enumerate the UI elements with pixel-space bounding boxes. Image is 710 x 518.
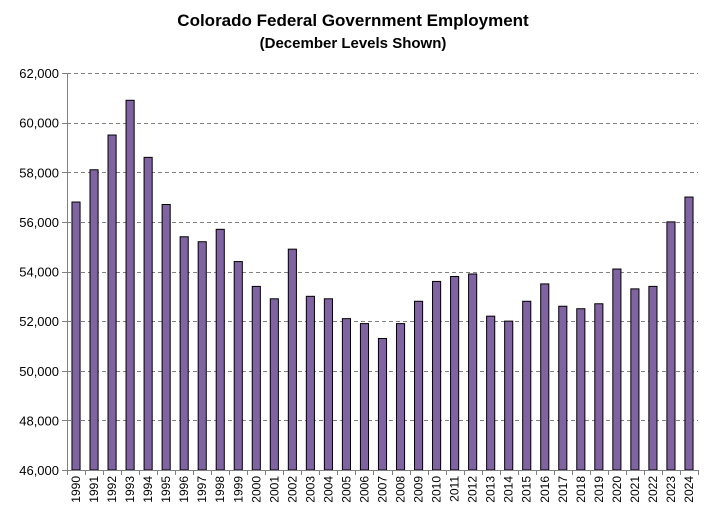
x-tick-label: 1991 — [87, 476, 101, 503]
bar-2003 — [305, 295, 315, 471]
x-tick-label: 2000 — [249, 476, 263, 503]
bar-2002 — [287, 248, 297, 471]
x-tick-label: 2001 — [267, 476, 281, 503]
y-tick-label: 60,000 — [19, 116, 59, 131]
bar-1997 — [197, 241, 207, 471]
x-tick-label: 2006 — [357, 476, 371, 503]
x-tick-label: 2019 — [592, 476, 606, 503]
chart-title: Colorado Federal Government Employment — [177, 11, 529, 30]
x-tick-label: 2007 — [376, 476, 390, 503]
bar-1996 — [179, 236, 189, 471]
x-tick-label: 1993 — [123, 476, 137, 503]
x-tick-label: 2009 — [412, 476, 426, 503]
y-tick-label: 50,000 — [19, 364, 59, 379]
bar-1994 — [143, 156, 153, 471]
x-tick-label: 1997 — [195, 476, 209, 503]
bar-2001 — [269, 298, 279, 471]
bar-2015 — [522, 300, 532, 471]
bar-2013 — [486, 315, 496, 471]
bar-2017 — [558, 305, 568, 471]
bar-2020 — [612, 268, 622, 471]
bars — [71, 99, 694, 471]
x-tick-label: 2018 — [574, 476, 588, 503]
x-tick-label: 2020 — [610, 476, 624, 503]
x-tick-label: 2015 — [520, 476, 534, 503]
x-tick-labels: 1990 1991 1992 1993 1994 1995 1996 1997 1998 1999… — [69, 476, 696, 503]
bar-2016 — [540, 283, 550, 471]
x-tick-label: 2014 — [502, 476, 516, 503]
x-tick-label: 2021 — [628, 476, 642, 503]
x-tick-label: 2011 — [448, 476, 462, 502]
bar-2014 — [504, 320, 514, 471]
bar-2005 — [341, 318, 351, 471]
y-tick-label: 54,000 — [19, 265, 59, 280]
y-tick-label: 56,000 — [19, 215, 59, 230]
x-tick-label: 2010 — [430, 476, 444, 503]
chart-title-block: Colorado Federal Government Employment (… — [0, 10, 710, 54]
bar-1993 — [125, 99, 135, 471]
bar-2009 — [414, 300, 424, 471]
x-tick-label: 2022 — [646, 476, 660, 503]
bar-2006 — [359, 323, 370, 471]
bar-2023 — [666, 221, 676, 471]
bar-1991 — [89, 169, 99, 471]
bar-2000 — [251, 285, 261, 471]
bar-1999 — [233, 261, 243, 471]
y-tick-label: 62,000 — [19, 66, 59, 81]
x-tick-label: 2008 — [394, 476, 408, 503]
x-tick-label: 1992 — [105, 476, 119, 503]
chart-subtitle: (December Levels Shown) — [259, 35, 447, 52]
y-tick-labels: 46,000 48,000 50,000 52,000 54,000 56,000 58,0… — [19, 66, 59, 478]
x-tick-label: 1995 — [159, 476, 173, 503]
bar-2007 — [377, 337, 388, 471]
bar-2008 — [395, 323, 406, 471]
x-tick-label: 1994 — [141, 476, 155, 503]
x-tick-label: 2016 — [538, 476, 552, 503]
y-tick-label: 58,000 — [19, 165, 59, 180]
axes — [62, 73, 699, 475]
x-tick-label: 2023 — [664, 476, 678, 503]
gridlines — [67, 73, 698, 421]
bar-1995 — [161, 204, 171, 471]
bar-1990 — [71, 201, 81, 471]
y-tick-label: 48,000 — [19, 413, 59, 428]
bar-2012 — [468, 273, 478, 471]
x-tick-label: 2004 — [321, 476, 335, 503]
bar-2024 — [684, 196, 694, 471]
bar-1992 — [107, 134, 117, 471]
x-tick-label: 2024 — [682, 476, 696, 503]
x-tick-label: 2017 — [556, 476, 570, 503]
bar-2010 — [432, 280, 442, 471]
y-tick-label: 52,000 — [19, 314, 59, 329]
bar-2011 — [450, 275, 460, 471]
x-tick-label: 2012 — [466, 476, 480, 503]
bar-2004 — [323, 298, 333, 471]
x-tick-label: 1990 — [69, 476, 83, 503]
bar-2021 — [630, 288, 640, 471]
bar-2022 — [648, 285, 658, 471]
x-tick-label: 1996 — [177, 476, 191, 503]
y-tick-label: 46,000 — [19, 463, 59, 478]
x-tick-label: 2013 — [484, 476, 498, 503]
x-tick-label: 2005 — [339, 476, 353, 503]
x-tick-label: 1999 — [231, 476, 245, 503]
x-tick-label: 2003 — [303, 476, 317, 503]
x-tick-label: 2002 — [285, 476, 299, 503]
x-tick-label: 1998 — [213, 476, 227, 503]
bar-2019 — [594, 303, 604, 471]
bar-2018 — [576, 308, 586, 471]
bar-1998 — [215, 228, 225, 471]
